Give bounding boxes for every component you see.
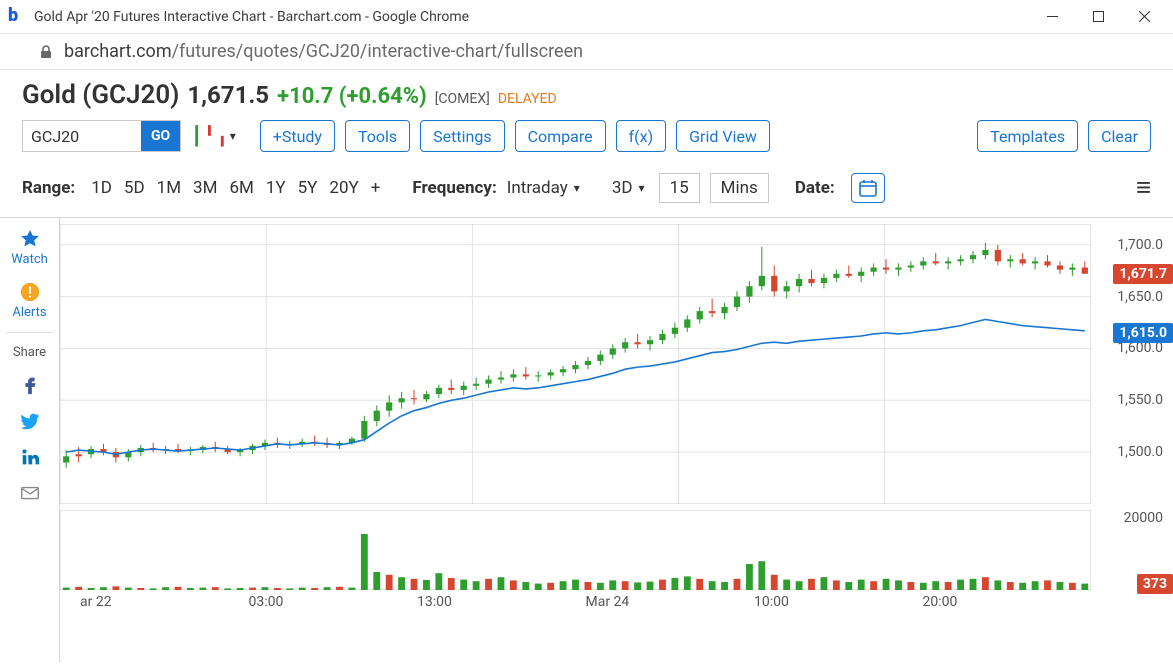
symbol-change: +10.7 (+0.64%) (277, 84, 427, 109)
sidebar-item-label: Share (13, 345, 46, 360)
y-tick: 1,650.0 (1117, 289, 1163, 305)
y-tick: 1,700.0 (1117, 237, 1163, 253)
range-3M[interactable]: 3M (187, 178, 223, 198)
volume-badge: 373 (1137, 574, 1173, 594)
window-controls (1029, 2, 1167, 32)
linkedin-icon (19, 446, 41, 468)
range-6M[interactable]: 6M (223, 178, 259, 198)
share-email[interactable] (0, 478, 59, 508)
x-tick: Mar 24 (586, 594, 755, 610)
toolbar-tools-button[interactable]: Tools (345, 120, 410, 152)
chart-toolbar: GO ┃╹╻ ▾ +Study Tools Settings Compare f(x) G… (0, 110, 1173, 164)
symbol-price: 1,671.5 (187, 81, 269, 109)
address-bar[interactable]: barchart.com/futures/quotes/GCJ20/intera… (0, 34, 1173, 70)
close-button[interactable] (1121, 2, 1167, 32)
sidebar-item-label: Watch (11, 252, 48, 267)
email-icon (19, 482, 41, 504)
sidebar-item-label: Alerts (12, 305, 46, 320)
y-tick: 20000 (1124, 510, 1163, 526)
alert-icon (19, 281, 41, 303)
toolbar--study-button[interactable]: +Study (260, 120, 335, 152)
toolbar-clear-button[interactable]: Clear (1088, 120, 1151, 152)
interval-input[interactable]: 15 (659, 173, 700, 203)
date-label: Date: (795, 178, 835, 198)
price-y-axis: 1,700.01,650.01,600.01,550.01,500.01,671… (1091, 224, 1173, 504)
chart-type-dropdown[interactable]: ┃╹╻ ▾ (191, 126, 236, 147)
x-tick: 13:00 (417, 594, 586, 610)
price-badge: 1,671.7 (1113, 264, 1173, 284)
share-twitter[interactable] (0, 406, 59, 436)
y-tick: 1,500.0 (1117, 444, 1163, 460)
share-facebook[interactable] (0, 370, 59, 400)
toolbar-compare-button[interactable]: Compare (515, 120, 606, 152)
x-axis: ar 2203:0013:00Mar 2410:0020:00 (60, 590, 1173, 610)
symbol-input-group: GO (22, 120, 181, 152)
x-tick: 03:00 (249, 594, 418, 610)
price-chart[interactable] (60, 224, 1091, 504)
volume-y-axis: 20000373 (1091, 510, 1173, 590)
share-label: Share (0, 341, 59, 364)
share-linkedin[interactable] (0, 442, 59, 472)
delayed-label: DELAYED (498, 91, 557, 107)
twitter-icon (19, 410, 41, 432)
range-20Y[interactable]: 20Y (323, 178, 364, 198)
maximize-button[interactable] (1075, 2, 1121, 32)
symbol-input[interactable] (23, 121, 141, 151)
toolbar-f-x--button[interactable]: f(x) (616, 120, 667, 152)
interval-unit[interactable]: Mins (710, 173, 769, 203)
calendar-button[interactable] (851, 173, 885, 203)
range-bar: Range: 1D5D1M3M6M1Y5Y20Y+ Frequency: Int… (0, 164, 1173, 218)
frequency-label: Frequency: (412, 178, 496, 198)
x-tick: 10:00 (754, 594, 923, 610)
range-label: Range: (22, 178, 75, 198)
price-badge: 1,615.0 (1113, 323, 1173, 343)
favicon: b (8, 9, 24, 25)
go-button[interactable]: GO (141, 121, 180, 151)
chart-area: 1,700.01,650.01,600.01,550.01,500.01,671… (60, 218, 1173, 662)
star-icon (19, 228, 41, 250)
toolbar-settings-button[interactable]: Settings (420, 120, 504, 152)
x-tick: ar 22 (80, 594, 249, 610)
url-host: barchart.com (64, 41, 172, 62)
left-sidebar: Watch Alerts Share (0, 218, 60, 662)
y-tick: 1,550.0 (1117, 392, 1163, 408)
window-title: Gold Apr '20 Futures Interactive Chart -… (34, 9, 1029, 25)
url-path: /futures/quotes/GCJ20/interactive-chart/… (172, 41, 583, 62)
facebook-icon (19, 374, 41, 396)
frequency-dropdown[interactable]: Intraday▾ (507, 178, 584, 198)
alerts-button[interactable]: Alerts (0, 277, 59, 324)
range-5D[interactable]: 5D (118, 178, 151, 198)
range-5Y[interactable]: 5Y (292, 178, 324, 198)
range-1M[interactable]: 1M (151, 178, 187, 198)
hamburger-menu[interactable]: ≡ (1136, 172, 1151, 203)
range-1Y[interactable]: 1Y (260, 178, 292, 198)
watch-button[interactable]: Watch (0, 224, 59, 271)
volume-chart[interactable] (60, 510, 1091, 590)
range-+[interactable]: + (365, 178, 387, 198)
x-tick: 20:00 (923, 594, 1092, 610)
symbol-name: Gold (GCJ20) (22, 80, 179, 110)
period-dropdown[interactable]: 3D▾ (612, 178, 649, 198)
window-titlebar: b Gold Apr '20 Futures Interactive Chart… (0, 0, 1173, 34)
symbol-header: Gold (GCJ20) 1,671.5 +10.7 (+0.64%) [COM… (0, 70, 1173, 110)
toolbar-templates-button[interactable]: Templates (977, 120, 1078, 152)
minimize-button[interactable] (1029, 2, 1075, 32)
exchange-label: [COMEX] (435, 91, 490, 107)
url-text: barchart.com/futures/quotes/GCJ20/intera… (64, 41, 583, 62)
toolbar-grid-view-button[interactable]: Grid View (676, 120, 770, 152)
lock-icon (38, 44, 54, 60)
range-1D[interactable]: 1D (85, 178, 118, 198)
